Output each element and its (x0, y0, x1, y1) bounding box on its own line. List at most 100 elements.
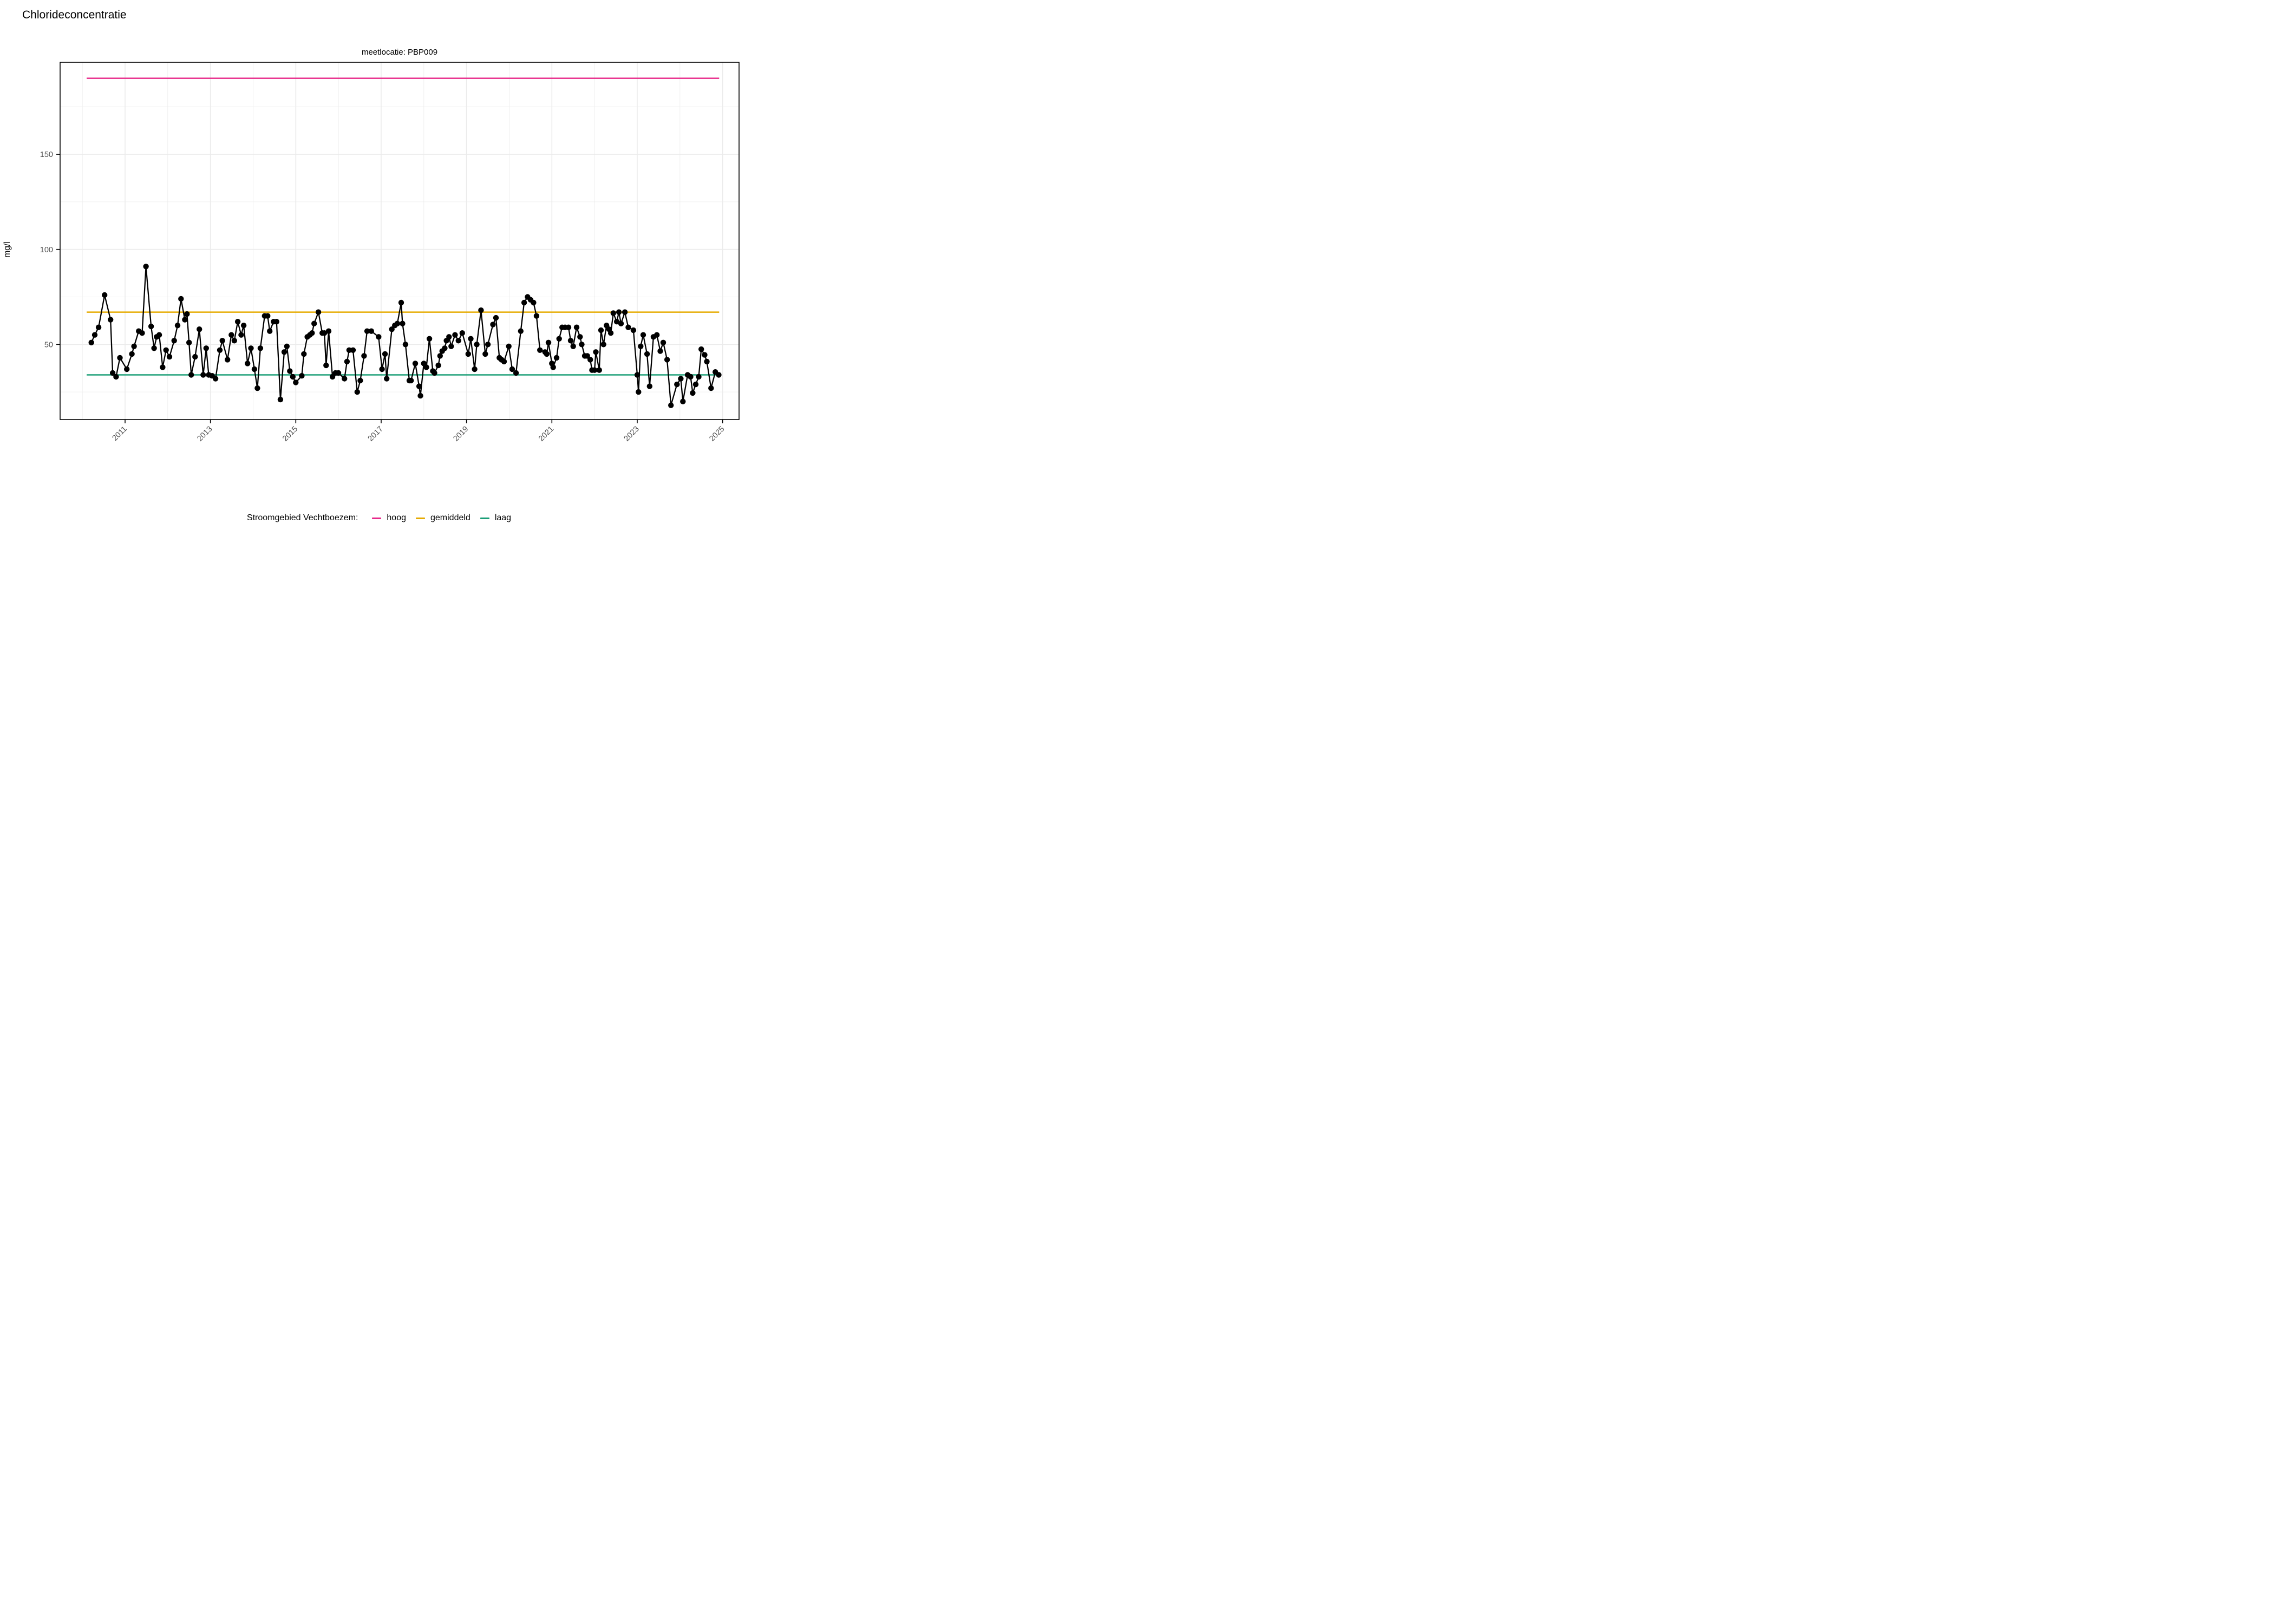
data-point (325, 328, 332, 334)
data-point (423, 364, 429, 370)
data-point (616, 309, 622, 315)
data-point (584, 353, 590, 359)
data-point (376, 334, 382, 340)
minor-gridlines (60, 62, 739, 420)
data-point (579, 342, 585, 348)
data-point (129, 351, 135, 357)
data-point (416, 383, 422, 389)
x-tick-label: 2011 (110, 425, 128, 443)
data-point (265, 313, 271, 319)
data-point (518, 328, 524, 334)
data-point (394, 320, 401, 326)
data-point (277, 396, 284, 403)
data-point (664, 357, 670, 363)
data-point (254, 385, 260, 391)
data-point (186, 339, 192, 345)
data-point (553, 355, 560, 361)
x-tick-label: 2025 (708, 425, 726, 443)
data-point (625, 324, 631, 330)
data-point (143, 264, 149, 270)
data-point (688, 374, 694, 380)
data-point (321, 330, 328, 336)
data-point (474, 342, 480, 348)
data-point (124, 366, 130, 372)
data-point (192, 353, 198, 360)
data-point (668, 402, 674, 408)
data-point (607, 330, 614, 336)
data-point (610, 310, 617, 316)
data-point (379, 366, 385, 372)
data-point (160, 364, 166, 370)
data-point (273, 319, 279, 325)
data-point (634, 372, 641, 378)
data-point (402, 342, 409, 348)
data-point (513, 370, 519, 376)
data-point (442, 345, 448, 351)
data-point (550, 364, 556, 370)
data-point (565, 324, 572, 330)
data-point (139, 330, 145, 336)
data-point (156, 332, 162, 338)
data-point (323, 362, 329, 369)
data-point (698, 346, 704, 352)
data-point (290, 374, 296, 380)
data-point (465, 351, 471, 357)
chloride-series-points (88, 264, 722, 408)
data-point (361, 353, 367, 359)
data-point (178, 296, 184, 302)
data-point (350, 347, 356, 353)
data-point (102, 292, 108, 298)
data-point (231, 338, 237, 344)
data-point (531, 299, 537, 306)
data-point (636, 389, 642, 395)
legend-label-gemiddeld: gemiddeld (430, 513, 471, 522)
data-point (702, 352, 708, 358)
data-point (692, 381, 699, 388)
data-point (426, 336, 433, 342)
data-point (452, 332, 458, 338)
data-point (482, 351, 488, 357)
data-point (593, 349, 599, 355)
data-point (690, 390, 696, 396)
data-point (704, 358, 710, 365)
y-tick-label: 150 (40, 150, 53, 159)
data-point (234, 319, 241, 325)
y-tick-label: 100 (40, 246, 53, 254)
data-point (432, 370, 437, 376)
data-point (174, 323, 181, 329)
data-point (184, 311, 190, 317)
data-point (567, 338, 574, 344)
data-point (108, 317, 114, 323)
data-point (646, 383, 653, 389)
legend-label-laag: laag (494, 513, 512, 522)
data-point (299, 373, 305, 379)
data-point (245, 361, 251, 366)
data-point (613, 319, 620, 325)
data-point (490, 322, 496, 328)
gemiddeld-line-swatch (415, 517, 425, 519)
data-point (644, 351, 650, 357)
data-point (674, 381, 680, 388)
plot-panel (60, 62, 739, 420)
data-point (598, 327, 604, 333)
data-point (696, 374, 702, 380)
data-point (384, 376, 390, 382)
data-point (506, 343, 512, 349)
legend-label-hoog: hoog (387, 513, 406, 522)
data-point (315, 309, 322, 315)
data-point (587, 357, 593, 363)
data-point (357, 377, 363, 384)
major-gridlines (60, 62, 739, 420)
y-tick-label: 50 (44, 340, 53, 349)
data-point (92, 332, 98, 338)
data-point (225, 357, 231, 363)
data-point (573, 324, 580, 330)
data-point (281, 349, 287, 355)
legend-title: Stroomgebied Vechtboezem: (246, 513, 358, 522)
data-point (151, 345, 157, 351)
data-point (638, 343, 644, 349)
facet-strip-label: meetlocatie: PBP009 (361, 48, 438, 57)
data-point (267, 328, 273, 334)
data-point (459, 330, 465, 336)
data-point (188, 372, 194, 378)
